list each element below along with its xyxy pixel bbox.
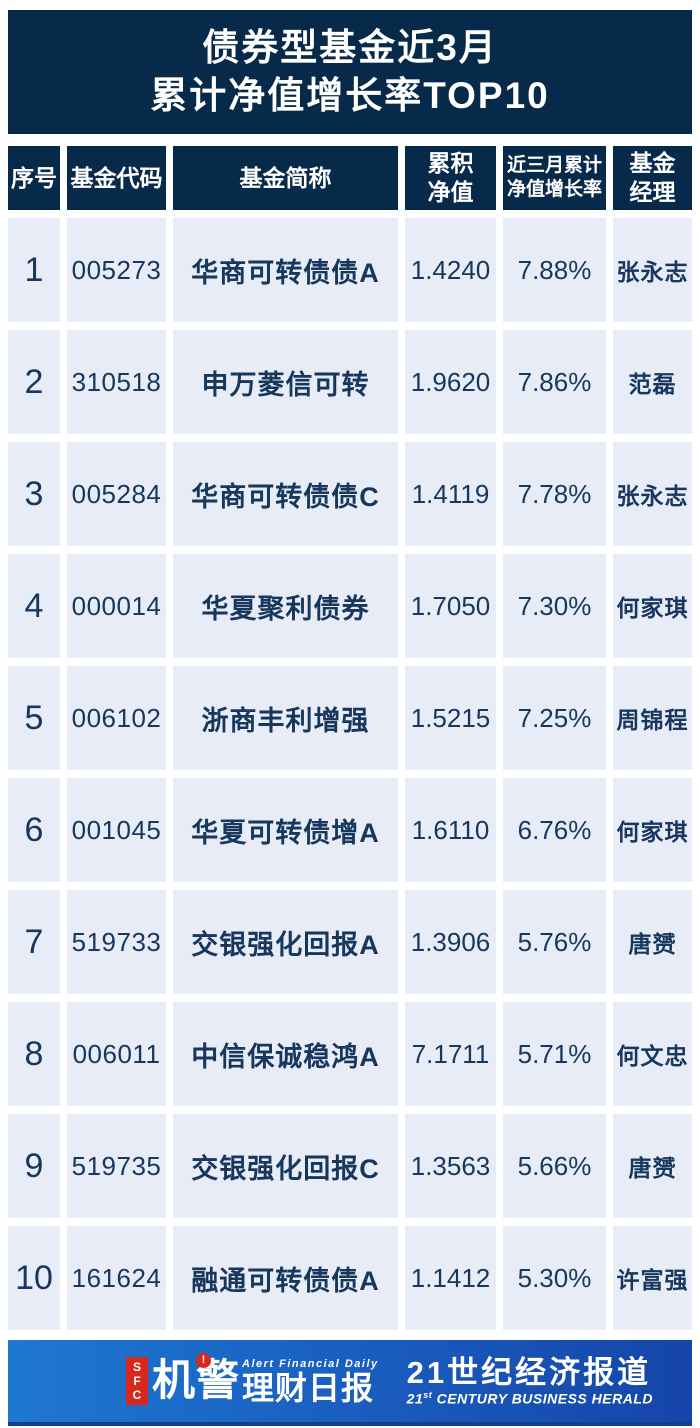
logo-text-rest: 理财日报: [242, 1370, 375, 1406]
nav-cell: 1.7050: [405, 554, 496, 658]
rank-cell: 4: [8, 554, 60, 658]
column-header-name: 基金简称: [173, 146, 398, 210]
column-header-label: 累积: [427, 150, 474, 177]
nav-cell: 1.4240: [405, 218, 496, 322]
column-header-label: 基金简称: [239, 164, 332, 191]
fund-name-cell: 浙商丰利增强: [173, 666, 398, 770]
title-banner: 债券型基金近3月 累计净值增长率TOP10: [8, 10, 692, 134]
sfc-logo-badge: SFC: [126, 1357, 148, 1405]
manager-cell: 范磊: [613, 330, 692, 434]
manager-cell: 周锦程: [613, 666, 692, 770]
manager-cell: 何文忠: [613, 1002, 692, 1106]
column-header-label: 近三月累计: [506, 155, 602, 177]
nav-cell: 1.1412: [405, 1226, 496, 1330]
logo-text-column: Alert Financial Daily 理财日报: [242, 1358, 379, 1404]
column-header-label: 净值增长率: [506, 179, 602, 200]
column-header-label: 序号: [11, 164, 57, 191]
growth-cell: 5.30%: [503, 1226, 606, 1330]
fund-code-cell: 005273: [67, 218, 166, 322]
brand-en-number: 21: [406, 1391, 424, 1408]
growth-cell: 7.78%: [503, 442, 606, 546]
rank-cell: 9: [8, 1114, 60, 1218]
column-header-label: 基金代码: [70, 164, 163, 191]
exclamation-icon: !: [196, 1353, 211, 1368]
rank-cell: 3: [8, 442, 60, 546]
footer-brand-bar: SFC 机警 ! Alert Financial Daily 理财日报 21世纪…: [8, 1340, 692, 1426]
rank-cell: 8: [8, 1002, 60, 1106]
nav-cell: 1.3906: [405, 890, 496, 994]
alert-financial-daily-logo: SFC 机警 ! Alert Financial Daily 理财日报: [126, 1353, 379, 1405]
nav-cell: 1.4119: [405, 442, 496, 546]
fund-code-cell: 310518: [67, 330, 166, 434]
logo-english-tagline: Alert Financial Daily: [242, 1358, 379, 1370]
brand-english-name: 21st CENTURY BUSINESS HERALD: [407, 1390, 653, 1407]
fund-name-cell: 交银强化回报C: [173, 1114, 398, 1218]
manager-cell: 唐赟: [613, 890, 692, 994]
manager-cell: 唐赟: [613, 1114, 692, 1218]
manager-cell: 何家琪: [613, 778, 692, 882]
rank-cell: 10: [8, 1226, 60, 1330]
column-header-code: 基金代码: [67, 146, 166, 210]
brand-en-rest: CENTURY BUSINESS HERALD: [432, 1391, 653, 1408]
column-header-label: 经理: [629, 179, 676, 205]
page-title-line1: 债券型基金近3月: [202, 26, 498, 68]
fund-code-cell: 519735: [67, 1114, 166, 1218]
column-header-rank: 序号: [8, 146, 60, 210]
fund-code-cell: 001045: [67, 778, 166, 882]
fund-name-cell: 华夏可转债增A: [173, 778, 398, 882]
growth-cell: 7.25%: [503, 666, 606, 770]
nav-cell: 7.1711: [405, 1002, 496, 1106]
manager-cell: 张永志: [613, 442, 692, 546]
logo-text-main: 机警: [152, 1356, 240, 1405]
fund-name-cell: 中信保诚稳鸿A: [173, 1002, 398, 1106]
column-header-nav: 累积 净值: [405, 146, 496, 210]
brand-chinese-name: 21世纪经济报道: [406, 1354, 652, 1390]
manager-cell: 许富强: [613, 1226, 692, 1330]
nav-cell: 1.6110: [405, 778, 496, 882]
fund-code-cell: 006102: [67, 666, 166, 770]
fund-code-cell: 000014: [67, 554, 166, 658]
growth-cell: 5.66%: [503, 1114, 606, 1218]
rank-cell: 6: [8, 778, 60, 882]
fund-name-cell: 融通可转债债A: [173, 1226, 398, 1330]
fund-ranking-table: 序号 基金代码 基金简称 累积 净值 近三月累计 净值增长率 基金 经理 1 00…: [8, 146, 692, 1330]
column-header-manager: 基金 经理: [613, 146, 692, 210]
fund-code-cell: 161624: [67, 1226, 166, 1330]
growth-cell: 5.71%: [503, 1002, 606, 1106]
nav-cell: 1.5215: [405, 666, 496, 770]
rank-cell: 2: [8, 330, 60, 434]
fund-code-cell: 006011: [67, 1002, 166, 1106]
fund-code-cell: 519733: [67, 890, 166, 994]
brand-en-superscript: st: [423, 1390, 433, 1401]
manager-cell: 张永志: [613, 218, 692, 322]
rank-cell: 5: [8, 666, 60, 770]
column-header-label: 净值: [427, 179, 474, 205]
growth-cell: 7.86%: [503, 330, 606, 434]
business-herald-logo: 21世纪经济报道 21st CENTURY BUSINESS HERALD: [407, 1355, 653, 1407]
column-header-growth: 近三月累计 净值增长率: [503, 146, 606, 210]
rank-cell: 7: [8, 890, 60, 994]
growth-cell: 7.88%: [503, 218, 606, 322]
growth-cell: 7.30%: [503, 554, 606, 658]
fund-name-cell: 华商可转债债C: [173, 442, 398, 546]
nav-cell: 1.9620: [405, 330, 496, 434]
fund-name-cell: 华夏聚利债券: [173, 554, 398, 658]
column-header-label: 基金: [629, 150, 676, 177]
page-title-line2: 累计净值增长率TOP10: [150, 74, 550, 116]
fund-name-cell: 交银强化回报A: [173, 890, 398, 994]
manager-cell: 何家琪: [613, 554, 692, 658]
rank-cell: 1: [8, 218, 60, 322]
growth-cell: 5.76%: [503, 890, 606, 994]
fund-name-cell: 华商可转债债A: [173, 218, 398, 322]
nav-cell: 1.3563: [405, 1114, 496, 1218]
fund-name-cell: 申万菱信可转: [173, 330, 398, 434]
fund-code-cell: 005284: [67, 442, 166, 546]
growth-cell: 6.76%: [503, 778, 606, 882]
